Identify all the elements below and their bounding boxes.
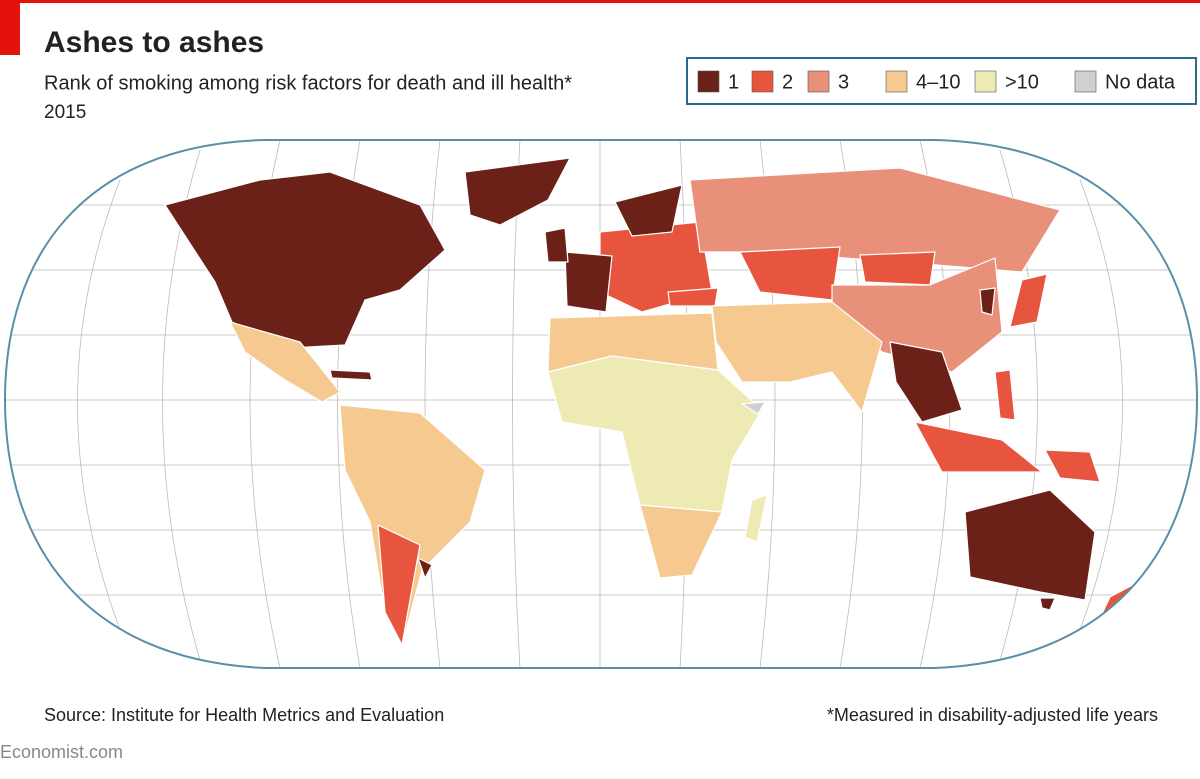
legend-swatch: [885, 70, 908, 93]
russia: [689, 167, 1061, 273]
central-america: [229, 321, 341, 403]
globe-outline: [3, 139, 1199, 669]
western-europe: [564, 251, 613, 313]
top-rule: [0, 0, 1200, 3]
indonesia: [914, 421, 1043, 473]
source: Source: Institute for Health Metrics and…: [44, 705, 444, 725]
middle-east-south-asia: [711, 301, 883, 413]
papua: [1044, 449, 1101, 483]
greenland: [464, 157, 571, 226]
legend-label: No data: [1105, 71, 1176, 93]
tasmania: [1039, 597, 1056, 611]
japan: [1009, 273, 1048, 328]
year: 2015: [44, 102, 86, 123]
southeast-asia: [889, 341, 963, 423]
legend-label: 1: [728, 71, 739, 93]
uruguay: [417, 557, 433, 579]
legend-label: 2: [782, 71, 793, 93]
britain: [544, 227, 569, 263]
red-tag: [0, 0, 20, 55]
cuba: [329, 369, 373, 381]
australia: [964, 489, 1096, 601]
somaliland: [741, 401, 766, 415]
legend: 1 2 3 4–10 >10 No data: [697, 70, 1176, 93]
africa: [547, 355, 763, 513]
mongolia: [859, 251, 936, 286]
title: Ashes to ashes: [44, 26, 264, 59]
legend-swatch: [807, 70, 830, 93]
subtitle: Rank of smoking among risk factors for d…: [44, 72, 572, 94]
north-america: [164, 171, 446, 349]
footnote: *Measured in disability-adjusted life ye…: [827, 705, 1158, 725]
south-america: [339, 404, 486, 646]
legend-label: 3: [838, 71, 849, 93]
countries: [164, 157, 1143, 646]
legend-label: 4–10: [916, 71, 961, 93]
brand: Economist.com: [0, 742, 123, 762]
legend-swatch: [1074, 70, 1097, 93]
legend-label: >10: [1005, 71, 1039, 93]
korea: [979, 287, 996, 316]
argentina: [377, 524, 421, 646]
southern-africa: [639, 504, 723, 579]
philippines: [994, 369, 1016, 421]
madagascar: [744, 494, 768, 543]
legend-swatch: [751, 70, 774, 93]
legend-swatch: [974, 70, 997, 93]
legend-swatch: [697, 70, 720, 93]
scandinavia: [614, 184, 683, 237]
